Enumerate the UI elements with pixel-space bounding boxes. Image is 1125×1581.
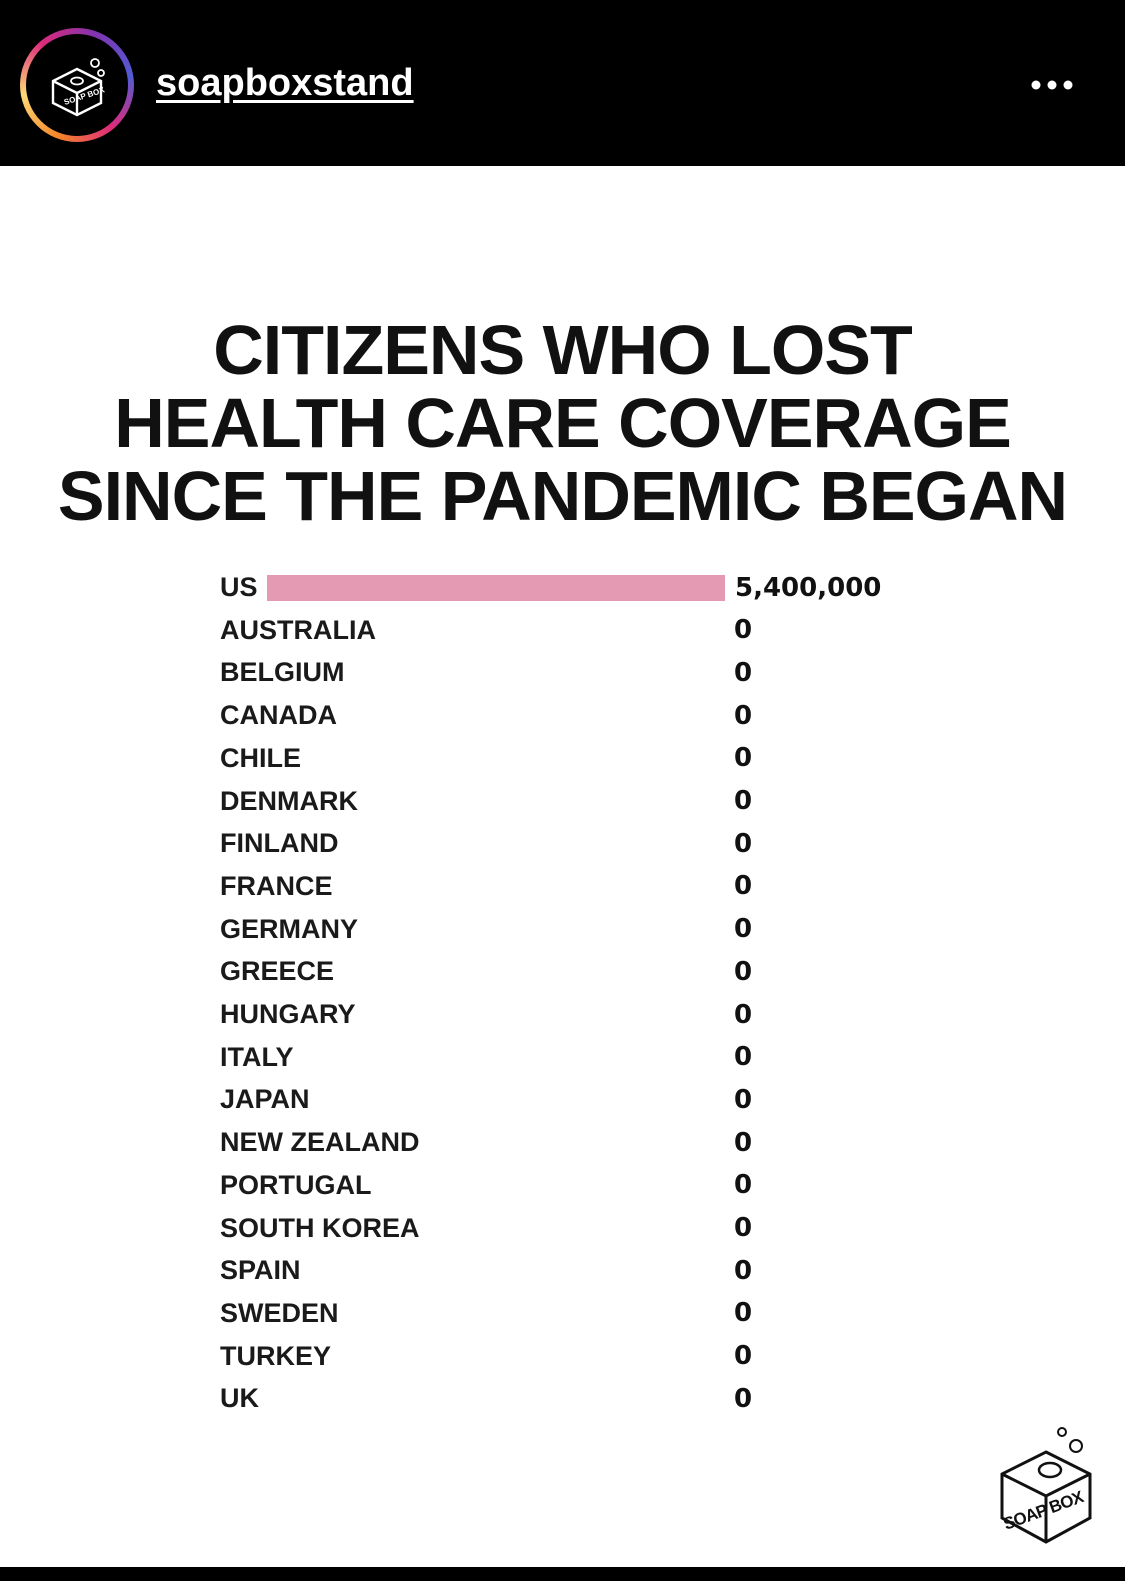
- username-link[interactable]: soapboxstand: [156, 62, 414, 104]
- chart-row: UK 0: [220, 1377, 920, 1420]
- data-label: 0: [734, 1127, 753, 1158]
- chart-row: US 5,400,000: [220, 566, 920, 609]
- data-label: 0: [734, 700, 753, 731]
- data-label: 0: [734, 1170, 753, 1201]
- chart-row: TURKEY 0: [220, 1335, 920, 1378]
- category-label: SWEDEN: [220, 1297, 339, 1328]
- chart-row: JAPAN 0: [220, 1078, 920, 1121]
- more-options-button[interactable]: [1022, 60, 1082, 110]
- data-label: 0: [734, 657, 753, 688]
- data-label: 5,400,000: [735, 572, 882, 603]
- soap-box-logo-icon: SOAP BOX: [51, 58, 106, 117]
- chart-row: CANADA 0: [220, 694, 920, 737]
- title-line: SINCE THE PANDEMIC BEGAN: [57, 457, 1068, 535]
- chart-row: CHILE 0: [220, 737, 920, 780]
- category-label: GERMANY: [220, 913, 359, 944]
- title-line: CITIZENS WHO LOST: [213, 311, 913, 389]
- data-label: 0: [734, 615, 753, 646]
- post-header: SOAP BOX soapboxstand: [0, 0, 1125, 166]
- chart-row: DENMARK 0: [220, 780, 920, 823]
- data-label: 0: [734, 1255, 753, 1286]
- data-label: 0: [734, 999, 753, 1030]
- category-label: US: [220, 572, 258, 602]
- data-label: 0: [734, 914, 753, 945]
- avatar[interactable]: SOAP BOX: [26, 34, 128, 136]
- footer-divider: [0, 1567, 1125, 1581]
- data-label: 0: [734, 956, 753, 987]
- data-label: 0: [734, 1042, 753, 1073]
- bar: [267, 574, 725, 601]
- chart-row: SWEDEN 0: [220, 1292, 920, 1335]
- category-label: PORTUGAL: [220, 1169, 372, 1200]
- chart-row: SPAIN 0: [220, 1249, 920, 1292]
- data-label: 0: [734, 1213, 753, 1243]
- category-label: JAPAN: [220, 1084, 310, 1115]
- story-ring[interactable]: SOAP BOX: [20, 28, 134, 142]
- chart-row: NEW ZEALAND 0: [220, 1121, 920, 1164]
- category-label: SOUTH KOREA: [220, 1212, 420, 1243]
- data-label: 0: [734, 1383, 753, 1414]
- chart-row: ITALY 0: [220, 1036, 920, 1079]
- category-label: HUNGARY: [220, 999, 356, 1029]
- category-label: FINLAND: [220, 828, 339, 859]
- data-label: 0: [734, 786, 753, 816]
- data-label: 0: [734, 871, 753, 902]
- data-label: 0: [734, 1084, 753, 1115]
- soap-box-watermark-icon: SOAP BOX: [1000, 1427, 1092, 1544]
- chart-row: HUNGARY 0: [220, 993, 920, 1036]
- category-label: ITALY: [220, 1041, 294, 1072]
- category-label: CHILE: [220, 742, 301, 773]
- category-label: NEW ZEALAND: [220, 1127, 420, 1158]
- category-label: UK: [220, 1383, 259, 1414]
- data-label: 0: [734, 743, 753, 774]
- chart-row: GREECE 0: [220, 950, 920, 993]
- title-line: HEALTH CARE COVERAGE: [114, 384, 1012, 462]
- category-label: FRANCE: [220, 870, 333, 901]
- data-label: 0: [734, 1341, 753, 1372]
- more-horizontal-icon: [1031, 80, 1073, 90]
- chart-row: AUSTRALIA 0: [220, 609, 920, 652]
- category-label: SPAIN: [220, 1255, 301, 1286]
- category-label: AUSTRALIA: [220, 614, 376, 645]
- category-label: GREECE: [220, 956, 335, 987]
- chart-row: PORTUGAL 0: [220, 1164, 920, 1207]
- chart-title: CITIZENS WHO LOST HEALTH CARE COVERAGE S…: [0, 314, 1125, 533]
- data-label: 0: [734, 828, 753, 859]
- category-label: DENMARK: [220, 785, 358, 816]
- chart-row: FINLAND 0: [220, 822, 920, 865]
- chart-row: BELGIUM 0: [220, 651, 920, 694]
- post-image: CITIZENS WHO LOST HEALTH CARE COVERAGE S…: [0, 166, 1125, 1567]
- data-label: 0: [734, 1298, 753, 1329]
- category-label: BELGIUM: [220, 657, 345, 688]
- category-label: CANADA: [220, 700, 337, 731]
- chart-row: SOUTH KOREA 0: [220, 1207, 920, 1250]
- chart-row: GERMANY 0: [220, 908, 920, 951]
- chart-row: FRANCE 0: [220, 865, 920, 908]
- category-label: TURKEY: [220, 1340, 332, 1371]
